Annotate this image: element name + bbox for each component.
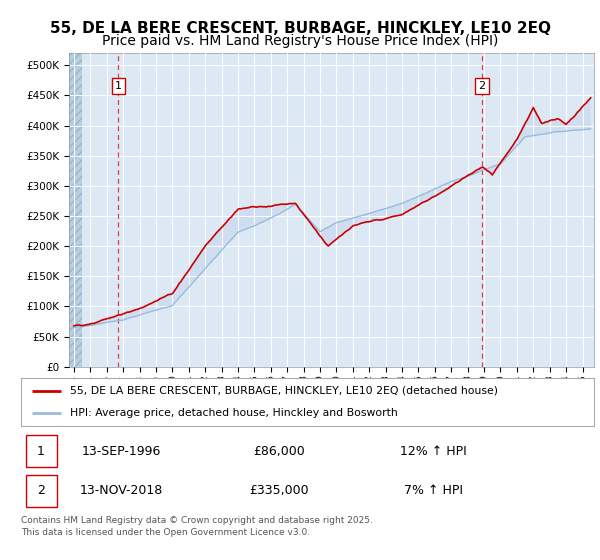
Text: 13-NOV-2018: 13-NOV-2018 bbox=[80, 484, 163, 497]
Text: 12% ↑ HPI: 12% ↑ HPI bbox=[400, 445, 467, 458]
Bar bbox=[26, 474, 57, 507]
Text: 13-SEP-1996: 13-SEP-1996 bbox=[82, 445, 161, 458]
Bar bbox=[26, 435, 57, 468]
Text: 1: 1 bbox=[115, 81, 122, 91]
Text: HPI: Average price, detached house, Hinckley and Bosworth: HPI: Average price, detached house, Hinc… bbox=[70, 408, 397, 418]
Text: Contains HM Land Registry data © Crown copyright and database right 2025.
This d: Contains HM Land Registry data © Crown c… bbox=[21, 516, 373, 537]
Text: £335,000: £335,000 bbox=[249, 484, 308, 497]
Text: 2: 2 bbox=[478, 81, 485, 91]
Text: 7% ↑ HPI: 7% ↑ HPI bbox=[404, 484, 463, 497]
Text: 55, DE LA BERE CRESCENT, BURBAGE, HINCKLEY, LE10 2EQ: 55, DE LA BERE CRESCENT, BURBAGE, HINCKL… bbox=[49, 21, 551, 36]
Text: 55, DE LA BERE CRESCENT, BURBAGE, HINCKLEY, LE10 2EQ (detached house): 55, DE LA BERE CRESCENT, BURBAGE, HINCKL… bbox=[70, 386, 498, 396]
Text: £86,000: £86,000 bbox=[253, 445, 305, 458]
Text: Price paid vs. HM Land Registry's House Price Index (HPI): Price paid vs. HM Land Registry's House … bbox=[102, 34, 498, 48]
Text: 2: 2 bbox=[37, 484, 45, 497]
Text: 1: 1 bbox=[37, 445, 45, 458]
